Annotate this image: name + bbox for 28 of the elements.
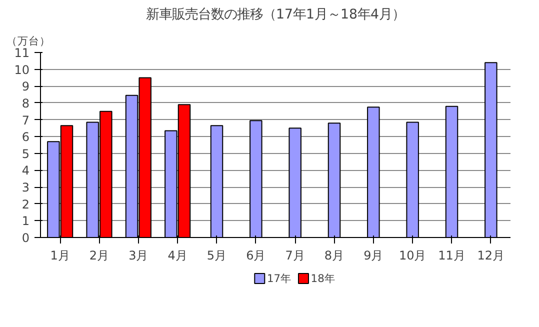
y-tick-label: 1 xyxy=(22,214,30,228)
x-tick-label: 12月 xyxy=(477,248,505,262)
x-tick-label: 5月 xyxy=(206,248,227,262)
y-tick-label: 6 xyxy=(22,130,30,144)
y-tick-label: 8 xyxy=(22,96,30,110)
x-tick-label: 3月 xyxy=(128,248,148,262)
y-tick-label: 7 xyxy=(22,113,30,128)
x-tick-label: 2月 xyxy=(89,248,110,262)
y-tick-label: 9 xyxy=(22,80,30,94)
x-tick-label: 8月 xyxy=(324,248,344,262)
x-tick-label: 1月 xyxy=(50,248,70,262)
x-tick-label: 4月 xyxy=(168,248,188,262)
y-tick-label: 3 xyxy=(22,180,30,195)
y-tick-label: 4 xyxy=(22,164,30,178)
y-tick-label: 11 xyxy=(14,46,30,60)
y-tick-label: 0 xyxy=(22,231,30,245)
y-tick-label: 10 xyxy=(14,62,30,77)
chart-title: 新車販売台数の推移（17年1月～18年4月） xyxy=(146,8,405,22)
x-tick-label: 9月 xyxy=(364,248,384,262)
legend-label: 17年 xyxy=(266,272,292,285)
x-tick-label: 10月 xyxy=(398,248,426,262)
legend-label: 18年 xyxy=(310,272,336,285)
x-tick-label: 11月 xyxy=(438,248,466,262)
x-tick-label: 7月 xyxy=(285,248,305,262)
y-tick-label: 2 xyxy=(22,197,30,212)
y-tick-label: 5 xyxy=(22,146,30,161)
x-tick-label: 6月 xyxy=(246,248,266,262)
y-axis-title: （万台） xyxy=(6,34,50,48)
